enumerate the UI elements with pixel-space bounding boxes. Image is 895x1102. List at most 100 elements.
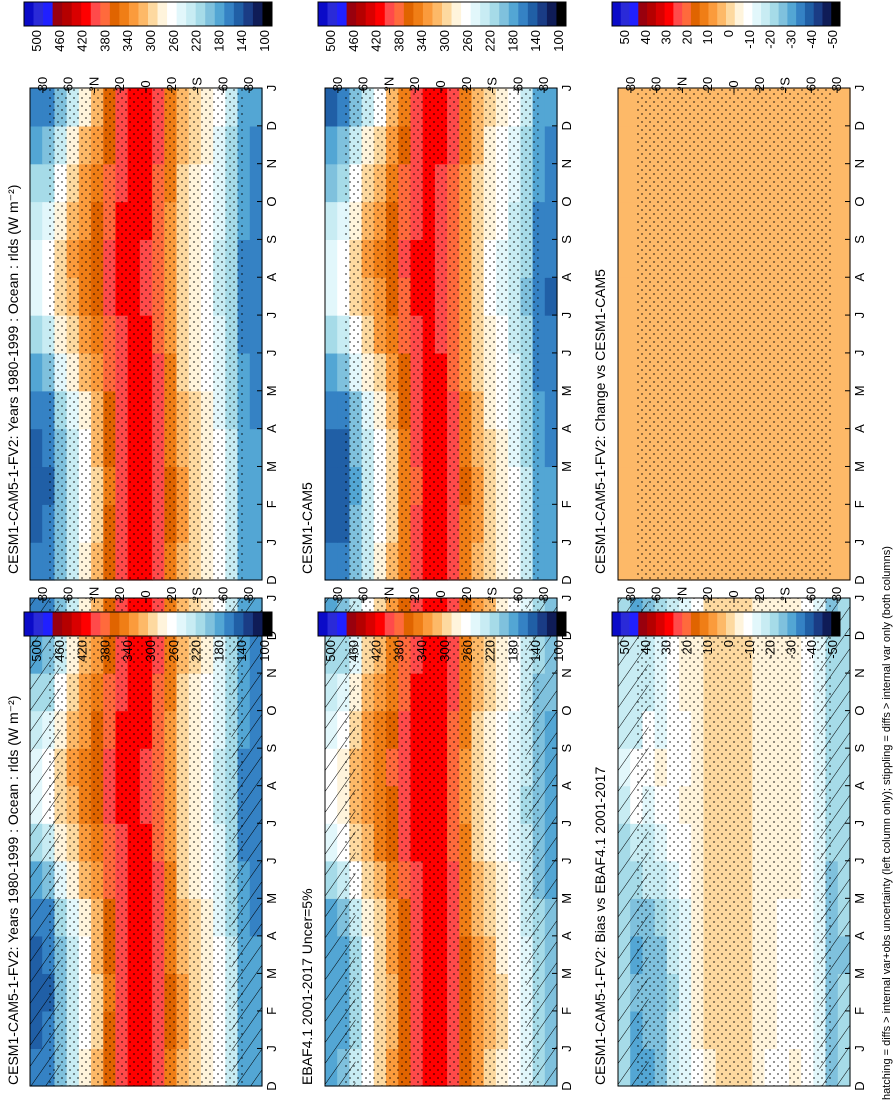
colorbar-swatch: [690, 2, 701, 26]
colorbar-swatch: [527, 612, 538, 636]
colorbar-swatch: [243, 612, 254, 636]
colorbar-swatch: [52, 612, 63, 636]
colorbar-swatch: [148, 612, 158, 636]
month-tick-label: A: [264, 781, 279, 790]
month-tick-label: J: [852, 595, 867, 602]
colorbar-tick-label: 300: [143, 640, 158, 662]
colorbar-swatch: [432, 2, 443, 26]
month-tick-label: J: [852, 539, 867, 546]
colorbar-tick-label: 10: [700, 640, 715, 654]
colorbar-tick-label: 300: [437, 640, 452, 662]
month-tick-label: J: [852, 312, 867, 319]
colorbar-swatch: [90, 2, 101, 26]
colorbar-swatch: [638, 612, 648, 636]
colorbar-swatch: [33, 612, 44, 636]
lat-tick-label: 80: [330, 77, 345, 91]
cell: [837, 428, 851, 468]
colorbar-swatch: [157, 2, 168, 26]
colorbar-tick-label: 340: [120, 30, 135, 52]
colorbar-tick-label: 260: [460, 640, 475, 662]
colorbar-swatch: [262, 612, 273, 636]
cell: [325, 277, 338, 316]
panel-p12: 80 60 °N 20 0 20 °S 60 80 D J F M A M J J A S O N D J CESM1-CAM…: [5, 77, 279, 585]
colorbar-swatch: [346, 612, 357, 636]
colorbar-swatch: [90, 612, 101, 636]
month-tick-label: M: [852, 893, 867, 904]
colorbar-swatch: [461, 612, 472, 636]
month-tick-label: J: [559, 85, 574, 92]
lat-tick-label: 60: [61, 587, 76, 601]
colorbar-swatch: [356, 612, 367, 636]
colorbar-swatch: [176, 2, 187, 26]
month-tick-label: M: [559, 893, 574, 904]
month-tick-label: D: [852, 631, 867, 640]
month-tick-label: N: [264, 159, 279, 168]
colorbar-tick-label: 30: [659, 640, 674, 654]
lat-tick-label: °S: [190, 77, 205, 91]
colorbar-swatch: [629, 2, 639, 26]
colorbar-swatch: [508, 612, 519, 636]
colorbar-swatch: [167, 612, 178, 636]
cell: [618, 428, 631, 468]
colorbar-swatch: [128, 612, 139, 636]
month-tick-label: D: [264, 121, 279, 130]
month-tick-label: J: [559, 858, 574, 865]
lat-tick-label: 20: [164, 587, 179, 601]
cell: [544, 466, 558, 505]
colorbar-tick-label: 300: [437, 30, 452, 52]
month-tick-label: D: [559, 121, 574, 130]
month-tick-label: N: [559, 668, 574, 677]
colorbar-swatch: [499, 612, 510, 636]
cell: [618, 352, 631, 392]
cell: [837, 88, 851, 127]
colorbar-swatch: [356, 2, 367, 26]
month-tick-label: D: [264, 575, 279, 584]
month-tick-label: M: [264, 893, 279, 904]
colorbar-swatch: [62, 612, 73, 636]
cell: [618, 390, 631, 430]
colorbar-swatch: [422, 612, 433, 636]
colorbar-swatch: [822, 2, 832, 26]
colorbar-swatch: [375, 612, 386, 636]
month-tick-label: M: [264, 385, 279, 396]
month-tick-label: D: [264, 1081, 279, 1090]
cell: [325, 352, 338, 392]
colorbar-tick-label: 300: [143, 30, 158, 52]
cell: [325, 239, 338, 278]
colorbar-swatch: [813, 2, 823, 26]
colorbar-swatch: [480, 612, 491, 636]
cell: [249, 352, 263, 392]
colorbar-swatch: [717, 612, 727, 636]
colorbar-tick-label: -20: [763, 30, 778, 49]
colorbar-tick-label: 180: [505, 30, 520, 52]
colorbar-swatch: [365, 2, 376, 26]
cell: [30, 466, 43, 505]
colorbar-swatch: [24, 612, 34, 636]
colorbar-p32: 50 40 30 20 10 0 -10 -20 -30 -40 -50: [611, 1, 841, 49]
cell: [249, 201, 263, 240]
lat-tick-label: 20: [112, 587, 127, 601]
colorbar-frame: [23, 1, 273, 27]
cell: [30, 542, 43, 581]
colorbar-swatch: [346, 2, 357, 26]
cell: [618, 542, 631, 581]
month-tick-label: S: [559, 744, 574, 753]
colorbar-swatch: [787, 612, 797, 636]
colorbar-swatch: [52, 2, 63, 26]
panel-p31: 80 60 °N 20 0 20 °S 60 80 D J F M A M J J A S O N D J CESM1-CAM…: [592, 587, 867, 1091]
colorbar-swatch: [682, 2, 692, 26]
cell: [544, 125, 558, 165]
colorbar-swatch: [527, 2, 538, 26]
month-tick-label: J: [559, 1045, 574, 1052]
colorbar-swatch: [620, 612, 630, 636]
footnote: hatching = diffs > internal var+obs unce…: [881, 546, 893, 1100]
colorbar-swatch: [128, 2, 139, 26]
colorbar-swatch: [752, 2, 762, 26]
colorbar-swatch: [470, 612, 481, 636]
month-tick-label: O: [852, 706, 867, 716]
month-tick-label: J: [559, 820, 574, 827]
cell: [249, 88, 263, 127]
cell: [249, 277, 263, 316]
colorbar-swatch: [629, 612, 639, 636]
cell: [618, 201, 631, 240]
